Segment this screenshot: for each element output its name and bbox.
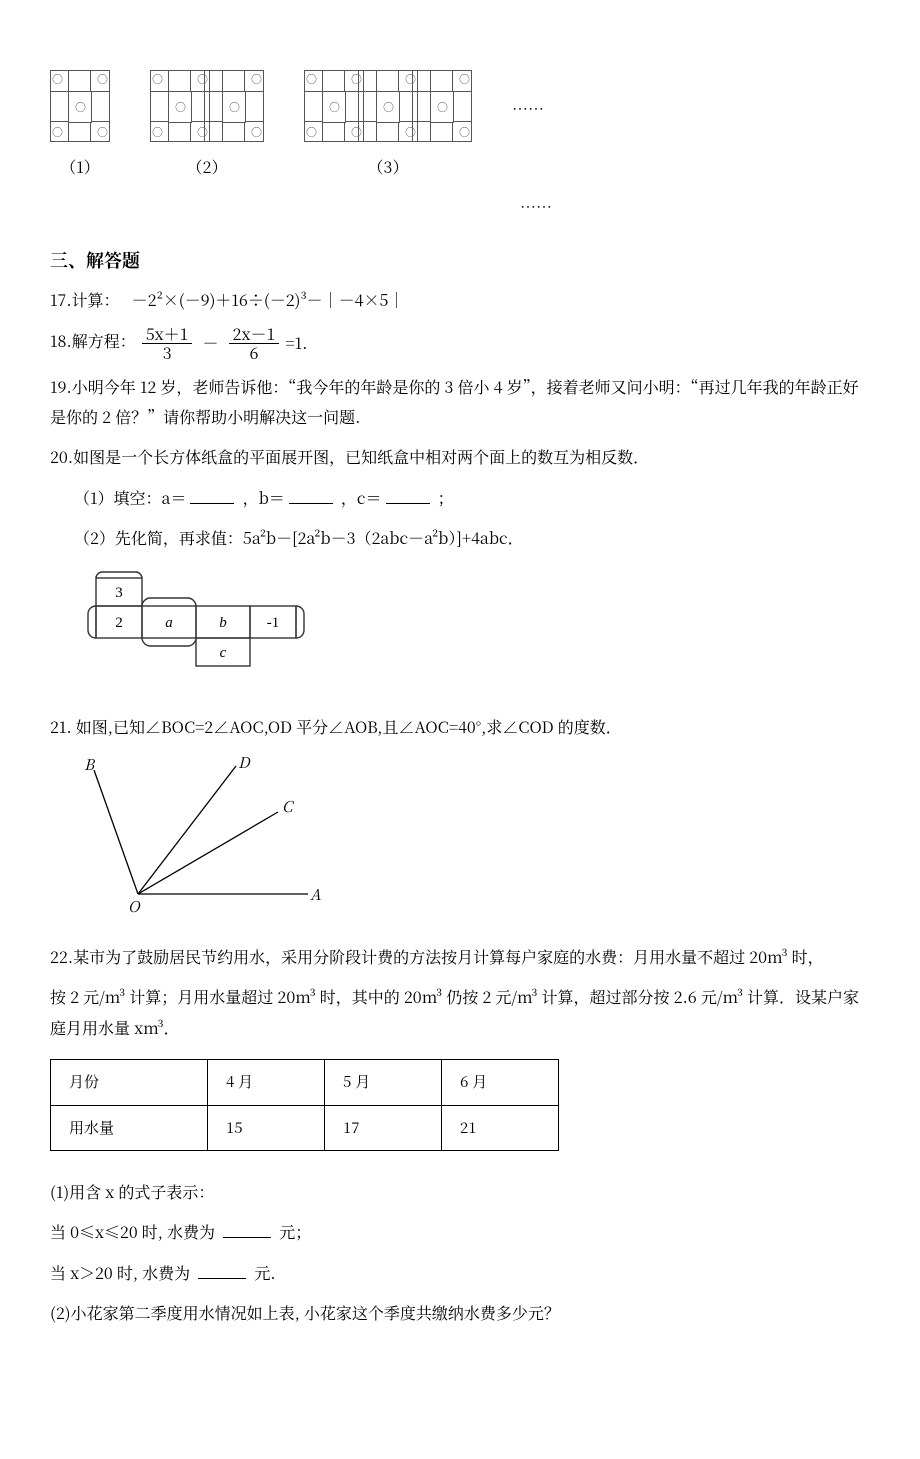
q22-table: 月份 4 月 5 月 6 月 用水量 15 17 21 [50,1059,559,1151]
lbl-C: C [282,796,295,817]
net-2: 2 [115,615,123,631]
q22-p1b-pre: 当 x＞20 时, 水费为 [50,1261,190,1284]
q20-blank-a [190,487,234,504]
net-m1: -1 [267,615,280,631]
lbl-D: D [238,754,251,773]
q20-p1-end: ； [438,486,454,509]
q20-net: 3 2 a b -1 c [80,570,870,690]
q17-prefix: 17.计算： [50,288,120,311]
q20-p1-pre: （1）填空：a＝ [74,486,186,509]
q20-blank-b [289,487,333,504]
pattern-3-label: （3） [368,152,409,182]
q22-p1a-suf: 元； [279,1220,311,1243]
q21-stem: 21. 如图,已知∠BOC=2∠AOC,OD 平分∠AOB,且∠AOC=40°,… [50,712,870,742]
section-3-head: 三、解答题 [50,243,870,277]
pattern-2-label: （2） [187,152,228,182]
pattern-row: ○○○○○ （1） ○○○○○ ○○○ （2） ○○○○○ ○○○ ○○○ （3… [50,70,870,182]
table-row: 月份 4 月 5 月 6 月 [51,1060,559,1106]
t-h1: 4 月 [208,1060,325,1106]
dots-below: …… [520,192,870,222]
q22-blank-2 [198,1262,246,1279]
t-h3: 6 月 [442,1060,559,1106]
q20-part1: （1）填空：a＝ ，b＝ ，c＝ ； [50,483,870,513]
q18-tail: =1. [285,331,307,354]
q17: 17.计算： －2²×(－9)＋16÷(－2)³－│－4×5│ [50,285,870,315]
q20-blank-c [386,487,430,504]
q20-part2: （2）先化简，再求值：5a²b－[2a²b－3（2abc－a²b）]+4abc． [50,523,870,553]
q18-lhs-den: 3 [163,341,172,364]
diagram-unit: ○○○○○ [50,70,110,142]
q18-frac1: 5x＋1 3 [142,325,193,361]
t-h0: 月份 [51,1060,208,1106]
lbl-O: O [128,896,141,917]
t-r1: 15 [208,1105,325,1151]
t-r2: 17 [325,1105,442,1151]
t-h2: 5 月 [325,1060,442,1106]
dots-horizontal: …… [512,94,544,124]
pattern-1-label: （1） [60,152,100,182]
pattern-2: ○○○○○ ○○○ （2） [150,70,264,182]
q22-blank-1 [223,1221,271,1238]
q22-p2: (2)小花家第二季度用水情况如上表, 小花家这个季度共缴纳水费多少元？ [50,1298,870,1328]
q19: 19.小明今年 12 岁，老师告诉他：“我今年的年龄是你的 3 倍小 4 岁”，… [50,372,870,433]
net-c: c [220,645,227,661]
table-row: 用水量 15 17 21 [51,1105,559,1151]
q18-prefix: 18.解方程： [50,330,136,353]
q18-frac2: 2x－1 6 [229,325,280,361]
lbl-A: A [310,884,321,905]
q22-p1a-pre: 当 0≤x≤20 时, 水费为 [50,1220,215,1243]
q21-figure: A B C D O [78,754,870,924]
t-r0: 用水量 [51,1105,208,1151]
net-a: a [165,615,173,631]
t-r3: 21 [442,1105,559,1151]
net-b: b [219,615,227,631]
q18-rhs-den: 6 [250,341,259,364]
q17-expr: －2²×(－9)＋16÷(－2)³－│－4×5│ [132,288,405,311]
net-3: 3 [115,585,123,601]
q22-p1b-suf: 元. [254,1261,275,1284]
q20-p1-b: ，b＝ [243,486,285,509]
q22-stem-l2: 按 2 元/m³ 计算；月用水量超过 20m³ 时，其中的 20m³ 仍按 2 … [50,982,870,1043]
q18: 18.解方程： 5x＋1 3 － 2x－1 6 =1. [50,325,870,361]
pattern-3: ○○○○○ ○○○ ○○○ （3） [304,70,472,182]
q18-minus: － [203,331,219,354]
q22-p1: (1)用含 x 的式子表示： [50,1177,870,1207]
q22-p1a: 当 0≤x≤20 时, 水费为 元； [50,1217,870,1247]
q20-p1-c: ，c＝ [341,486,382,509]
q22-p1b: 当 x＞20 时, 水费为 元. [50,1258,870,1288]
q20-stem: 20.如图是一个长方体纸盒的平面展开图，已知纸盒中相对两个面上的数互为相反数． [50,442,870,472]
q22-stem-l1: 22.某市为了鼓励居民节约用水，采用分阶段计费的方法按月计算每户家庭的水费：月用… [50,942,870,972]
pattern-1: ○○○○○ （1） [50,70,110,182]
